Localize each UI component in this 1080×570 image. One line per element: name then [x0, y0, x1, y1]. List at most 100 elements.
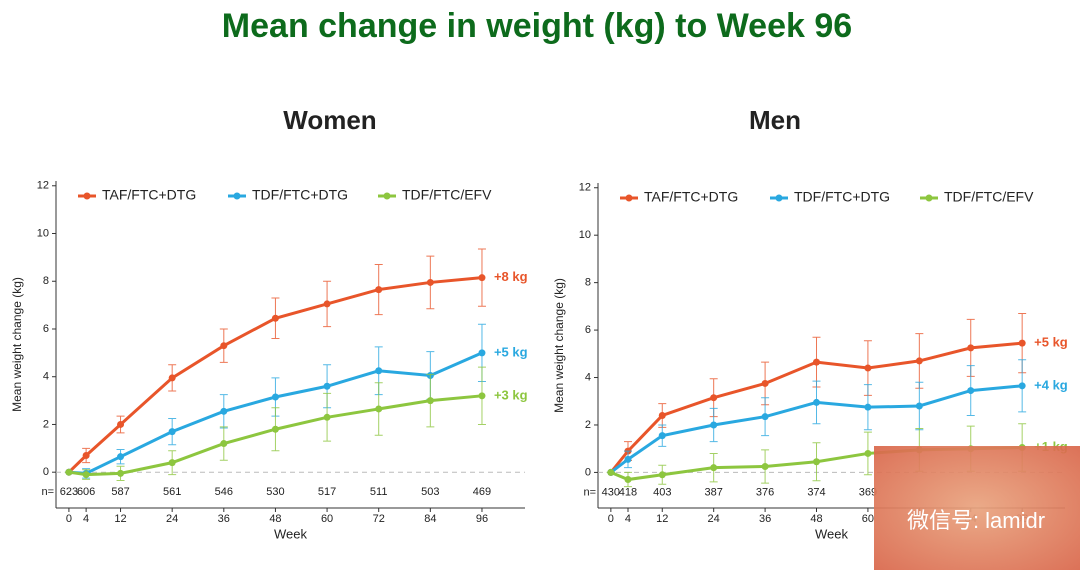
point: [220, 440, 228, 448]
y-tick-label: 0: [585, 466, 591, 478]
point: [117, 420, 125, 428]
watermark-bg: [874, 446, 1080, 570]
n-count: 503: [421, 486, 439, 498]
n-count: 418: [619, 486, 637, 498]
y-tick-label: 12: [579, 182, 591, 194]
point: [864, 403, 872, 411]
n-count: 376: [756, 486, 774, 498]
x-tick-label: 36: [218, 513, 230, 525]
x-tick-label: 24: [166, 513, 178, 525]
legend-dot: [625, 194, 633, 202]
x-tick-label: 4: [83, 513, 89, 525]
point: [864, 449, 872, 457]
y-axis-label: Mean weight change (kg): [10, 277, 24, 412]
n-count: 623: [60, 486, 78, 498]
n-label: n=: [583, 486, 596, 498]
point: [761, 379, 769, 387]
y-tick-label: 4: [43, 371, 49, 383]
point: [271, 393, 279, 401]
y-tick-label: 2: [43, 418, 49, 430]
point: [864, 364, 872, 372]
point: [478, 392, 486, 400]
point: [375, 367, 383, 375]
y-tick-label: 10: [37, 227, 49, 239]
point: [168, 428, 176, 436]
legend-label: TDF/FTC/EFV: [944, 189, 1034, 205]
point: [710, 421, 718, 429]
n-count: 369: [859, 486, 877, 498]
x-tick-label: 0: [608, 513, 614, 525]
n-label: n=: [41, 486, 54, 498]
point: [323, 382, 331, 390]
x-tick-label: 36: [759, 513, 771, 525]
point: [375, 405, 383, 413]
n-count: 387: [704, 486, 722, 498]
end-label: +3 kg: [494, 387, 528, 402]
end-label: +4 kg: [1034, 377, 1068, 392]
point: [65, 468, 73, 476]
point: [220, 407, 228, 415]
legend-label: TAF/FTC+DTG: [102, 187, 196, 203]
y-tick-label: 6: [585, 324, 591, 336]
point: [82, 471, 90, 479]
point: [813, 398, 821, 406]
point: [82, 451, 90, 459]
point: [967, 387, 975, 395]
series-line: [67, 276, 483, 474]
n-count: 546: [215, 486, 233, 498]
point: [967, 344, 975, 352]
n-count: 606: [77, 486, 95, 498]
point: [710, 464, 718, 472]
x-tick-label: 12: [114, 513, 126, 525]
point: [710, 394, 718, 402]
point: [323, 300, 331, 308]
y-tick-label: 6: [43, 323, 49, 335]
point: [117, 453, 125, 461]
point: [915, 357, 923, 365]
point: [478, 274, 486, 282]
n-count: 561: [163, 486, 181, 498]
legend-dot: [775, 194, 783, 202]
legend-dot: [383, 192, 391, 200]
series-line: [609, 384, 1023, 474]
watermark: 微信号: lamidr: [907, 508, 1045, 533]
point: [1018, 382, 1026, 390]
x-tick-label: 4: [625, 513, 631, 525]
y-tick-label: 8: [43, 275, 49, 287]
page-title: Mean change in weight (kg) to Week 96: [222, 7, 852, 45]
n-count: 511: [370, 486, 388, 498]
point: [658, 432, 666, 440]
legend-label: TDF/FTC/EFV: [402, 187, 492, 203]
point: [624, 455, 632, 463]
n-count: 587: [111, 486, 129, 498]
x-tick-label: 60: [321, 513, 333, 525]
x-tick-label: 48: [269, 513, 281, 525]
legend-label: TDF/FTC+DTG: [252, 187, 348, 203]
x-tick-label: 84: [424, 513, 436, 525]
panel-title: Women: [283, 105, 376, 135]
point: [323, 413, 331, 421]
end-label: +5 kg: [1034, 335, 1068, 350]
legend-dot: [925, 194, 933, 202]
point: [117, 469, 125, 477]
series-line: [609, 341, 1023, 474]
point: [1018, 339, 1026, 347]
point: [426, 397, 434, 405]
y-tick-label: 8: [585, 277, 591, 289]
point: [658, 411, 666, 419]
point: [271, 425, 279, 433]
n-count: 517: [318, 486, 336, 498]
x-tick-label: 72: [373, 513, 385, 525]
point: [813, 458, 821, 466]
point: [813, 358, 821, 366]
n-count: 403: [653, 486, 671, 498]
point: [168, 374, 176, 382]
x-tick-label: 60: [862, 513, 874, 525]
x-tick-label: 12: [656, 513, 668, 525]
n-count: 430: [602, 486, 620, 498]
y-tick-label: 4: [585, 371, 591, 383]
y-tick-label: 12: [37, 180, 49, 192]
x-axis-label: Week: [815, 526, 848, 541]
legend-label: TAF/FTC+DTG: [644, 189, 738, 205]
n-count: 374: [807, 486, 825, 498]
